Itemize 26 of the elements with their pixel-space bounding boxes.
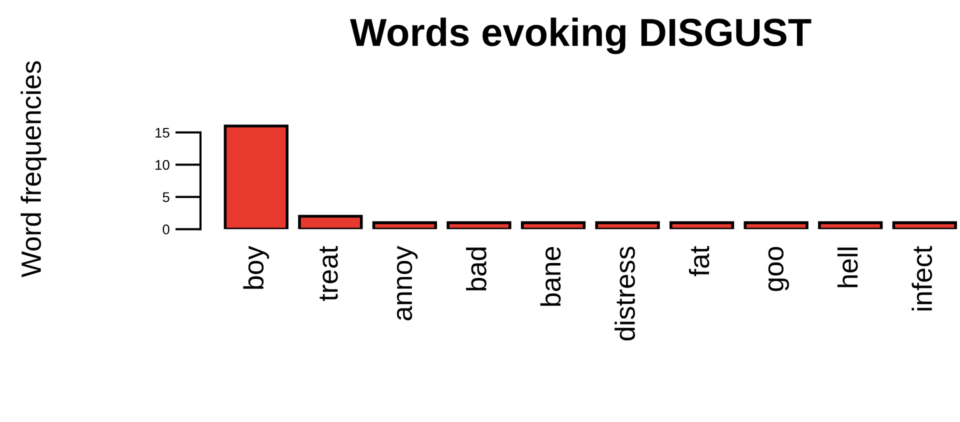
x-tick-label: treat bbox=[320, 246, 338, 301]
x-tick-label: fat bbox=[688, 246, 710, 276]
bar bbox=[446, 221, 512, 230]
y-tick-label: 5 bbox=[162, 192, 170, 202]
bar bbox=[669, 221, 734, 230]
bar bbox=[595, 221, 660, 230]
y-tick-label: 10 bbox=[156, 160, 170, 170]
y-tick-label: 15 bbox=[156, 128, 170, 138]
bar bbox=[818, 221, 883, 230]
x-tick-label: boy bbox=[243, 246, 270, 289]
chart-title: Words evoking DISGUST bbox=[350, 18, 812, 54]
bar bbox=[892, 221, 957, 230]
x-tick-label: distress bbox=[614, 246, 635, 340]
bar bbox=[744, 221, 808, 230]
bar bbox=[298, 214, 363, 230]
bar bbox=[520, 221, 586, 230]
y-tick-label: 0 bbox=[162, 224, 170, 234]
x-tick-label: infect bbox=[912, 246, 932, 310]
x-tick-label: hell bbox=[837, 248, 858, 288]
y-axis-title: Word frequencies bbox=[20, 61, 47, 278]
x-tick-label: bad bbox=[466, 248, 486, 290]
bar bbox=[372, 221, 438, 230]
x-tick-label: bane bbox=[540, 247, 561, 306]
x-tick-label: annoy bbox=[396, 246, 418, 320]
bar bbox=[224, 124, 288, 230]
x-tick-label: goo bbox=[768, 246, 790, 291]
